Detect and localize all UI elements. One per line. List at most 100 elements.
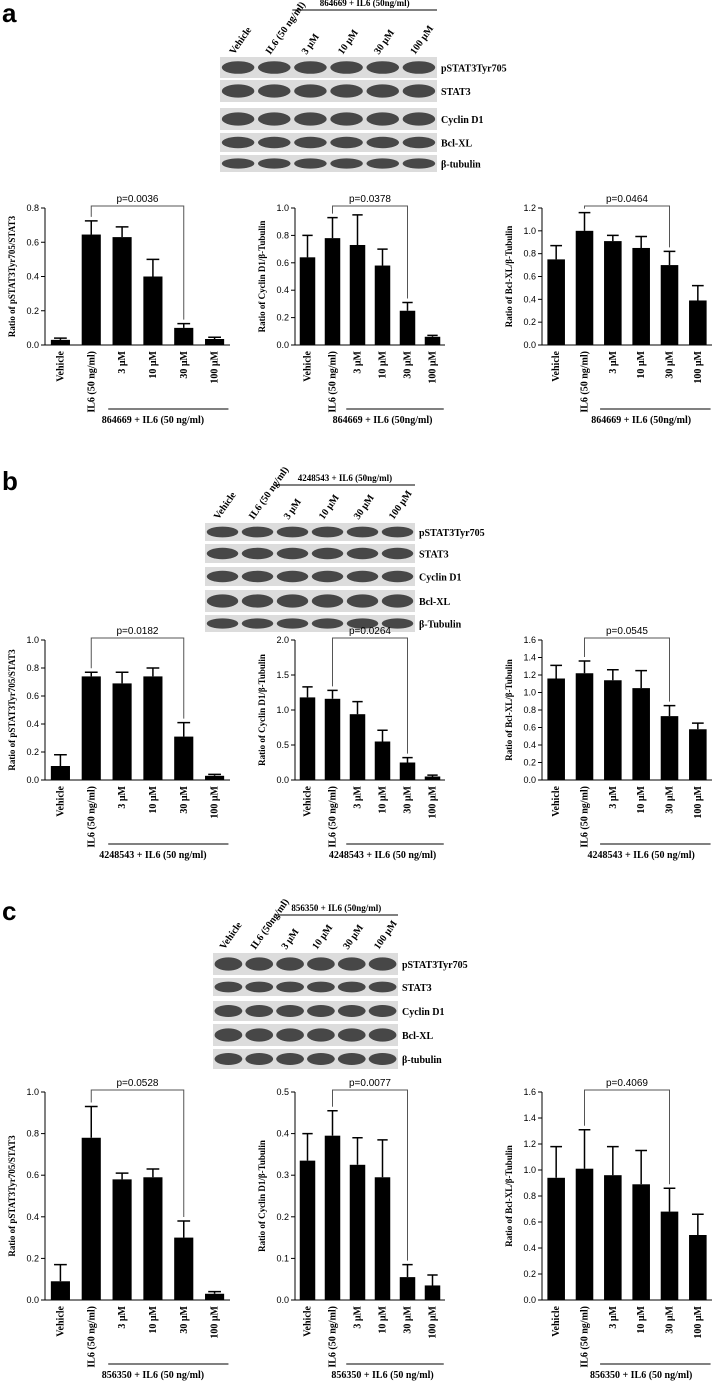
blot-band [346, 547, 379, 560]
blot-band [381, 618, 414, 629]
x-tick-label: 10 μM [148, 350, 159, 378]
y-tick-label: 0.6 [523, 723, 536, 733]
blot-band [206, 570, 239, 583]
blot-band [214, 1005, 243, 1017]
error-bar [578, 211, 591, 231]
bar [205, 1293, 225, 1300]
x-tick-label: 3 μM [608, 350, 619, 373]
bar [604, 1175, 622, 1300]
blot-band [330, 84, 363, 98]
bar [205, 775, 225, 780]
x-tick-label: 30 μM [179, 350, 190, 378]
blot-band [402, 61, 436, 74]
p-value: p=0.0545 [606, 626, 648, 637]
bar [50, 339, 70, 345]
y-tick-label: 0.6 [276, 258, 289, 268]
error-bar [427, 334, 438, 337]
bar [632, 688, 650, 780]
p-value: p=0.0378 [349, 194, 391, 205]
protein-label: Bcl-XL [402, 1031, 433, 1042]
lane-label: 10 μM [310, 922, 335, 951]
y-tick-label: 0.0 [26, 775, 39, 785]
y-tick-label: 0.2 [523, 1269, 536, 1279]
blot-band [368, 1005, 397, 1017]
x-tick-label: 3 μM [608, 1305, 619, 1328]
y-tick-label: 0.0 [276, 340, 289, 350]
blot-band [276, 526, 309, 538]
error-bar [402, 756, 413, 763]
x-tick-label: 100 μM [210, 1305, 221, 1338]
y-axis-label: Ratio of pSTAT3Tyr705/STAT3 [7, 649, 17, 771]
error-bar [115, 671, 129, 684]
blot-band [366, 158, 400, 169]
group-label: 864669 + IL6 (50 ng/ml) [102, 415, 204, 426]
error-bar [146, 667, 160, 677]
x-tick-label: 10 μM [378, 785, 389, 813]
y-tick-label: 0.8 [26, 663, 39, 673]
y-tick-label: 1.0 [523, 688, 536, 698]
blot-band [381, 526, 414, 538]
x-tick-label: 10 μM [636, 785, 647, 813]
blot-band [214, 957, 243, 971]
bar [399, 762, 416, 780]
bar [689, 729, 707, 780]
bar [604, 680, 622, 780]
y-tick-label: 0.6 [26, 237, 39, 247]
y-tick-label: 0.8 [523, 705, 536, 715]
error-bar [302, 234, 313, 258]
y-tick-label: 0.2 [523, 758, 536, 768]
bar [50, 1281, 70, 1300]
x-tick-label: IL6 (50 ng/ml) [86, 1306, 97, 1368]
error-bar [550, 1145, 563, 1178]
bar [399, 310, 416, 345]
bar [112, 683, 132, 780]
x-tick-label: IL6 (50 ng/ml) [328, 351, 339, 413]
error-bar [177, 1220, 191, 1238]
y-tick-label: 0.4 [523, 294, 536, 304]
blot-band [368, 1028, 397, 1042]
lane-label: 3 μM [282, 496, 304, 521]
bar [374, 265, 391, 345]
blot-band [206, 594, 239, 608]
p-value: p=0.0182 [117, 626, 159, 637]
group-label: 4248543 + IL6 (50 ng/ml) [329, 850, 436, 861]
y-tick-label: 0.0 [523, 340, 536, 350]
y-tick-label: 0.4 [276, 285, 289, 295]
group-label: 864669 + IL6 (50ng/ml) [591, 415, 691, 426]
y-tick-label: 0.1 [276, 1253, 289, 1263]
blot-band [368, 1053, 397, 1065]
bar [174, 1237, 194, 1300]
x-tick-label: IL6 (50 ng/ml) [580, 786, 591, 848]
group-label: 4248543 + IL6 (50 ng/ml) [99, 850, 206, 861]
protein-label: Bcl-XL [419, 597, 450, 608]
error-bar [54, 754, 67, 766]
blot-band [276, 957, 304, 971]
blot-band [245, 981, 274, 993]
blot-band [276, 1005, 304, 1017]
x-tick-label: 10 μM [636, 1305, 647, 1333]
x-tick-label: Vehicle [55, 1305, 66, 1336]
y-axis-label: Ratio of Cyclin D1/β-Tubulin [257, 654, 267, 766]
protein-label: Bcl-XL [441, 139, 472, 150]
error-bar [352, 1137, 363, 1165]
bar [424, 336, 441, 345]
significance-bracket [90, 1089, 185, 1217]
blot-band [346, 570, 379, 583]
y-tick-label: 1.6 [523, 1087, 536, 1097]
x-tick-label: 100 μM [428, 350, 439, 383]
y-tick-label: 0.6 [26, 1170, 39, 1180]
lane-label: 30 μM [372, 27, 397, 56]
blot-band [366, 61, 400, 74]
blot-band [337, 957, 366, 971]
significance-bracket [90, 637, 185, 719]
blot-band [276, 570, 309, 583]
blot-band [311, 570, 344, 583]
blot-band [214, 1028, 243, 1042]
blot-band [276, 981, 304, 993]
bar [660, 716, 679, 780]
blot-band [257, 61, 291, 74]
lane-label: Vehicle [212, 490, 239, 522]
bar [81, 234, 101, 345]
bar [689, 300, 707, 345]
panel-letter: a [2, 0, 17, 28]
